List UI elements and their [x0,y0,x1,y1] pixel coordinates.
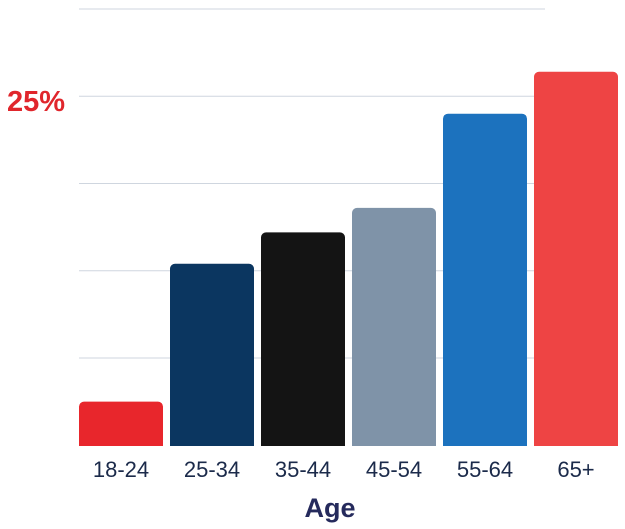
bar-18-24 [79,401,163,446]
bar-base-45-54 [352,440,436,446]
bar-base-65+ [534,440,618,446]
x-axis-title: Age [304,493,355,523]
bar-base-35-44 [261,440,345,446]
x-tick-label-45-54: 45-54 [366,457,422,482]
x-tick-label-65+: 65+ [557,457,594,482]
bar-base-25-34 [170,440,254,446]
bar-65+ [534,71,618,447]
x-tick-label-55-64: 55-64 [457,457,513,482]
bar-35-44 [261,232,345,446]
bar-base-55-64 [443,440,527,446]
y-tick-label-25: 25% [7,86,65,118]
bar-45-54 [352,207,436,446]
x-tick-label-18-24: 18-24 [93,457,149,482]
x-tick-label-35-44: 35-44 [275,457,331,482]
bar-25-34 [170,263,254,446]
bar-55-64 [443,113,527,446]
x-tick-labels: 18-24 25-34 35-44 45-54 55-64 65+ [93,457,595,482]
x-tick-label-25-34: 25-34 [184,457,240,482]
bar-base-18-24 [79,440,163,446]
bars [79,71,618,447]
